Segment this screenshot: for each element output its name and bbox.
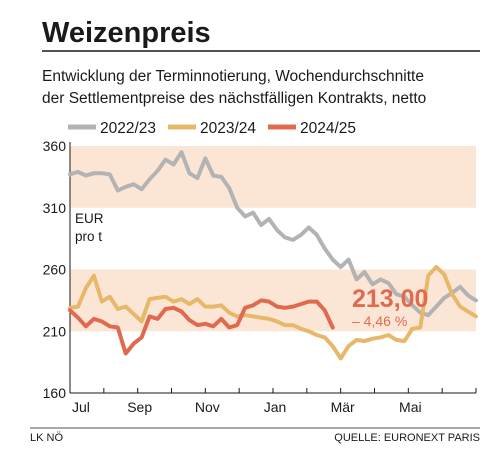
unit-label-line-2: pro t [75, 229, 102, 244]
y-tick-label-360: 360 [43, 138, 67, 154]
tick-labels: 160 210 260 310 360 Jul Sep Nov Jan Mär Mai [43, 138, 422, 415]
latest-change-annotation: – 4,46 % [352, 313, 407, 329]
series-line-2024-25 [68, 298, 335, 356]
legend: 2022/23 2023/24 2024/25 [68, 120, 356, 137]
chart-subtitle-line-1: Entwicklung der Terminnotierung, Wochend… [42, 68, 424, 85]
series-lines [68, 150, 478, 361]
x-tick-label-1: Sep [127, 399, 152, 415]
footer-source-left: LK NÖ [30, 432, 63, 444]
latest-value-annotation: 213,00 [352, 285, 428, 313]
x-tick-label-3: Jan [264, 399, 287, 415]
legend-label-2024-25: 2024/25 [300, 120, 356, 137]
x-tick-label-0: Jul [72, 399, 90, 415]
unit-label-line-1: EUR [75, 211, 104, 226]
y-tick-label-260: 260 [43, 262, 67, 278]
y-tick-label-210: 210 [43, 323, 67, 339]
x-tick-label-5: Mai [399, 399, 422, 415]
y-tick-label-310: 310 [43, 200, 67, 216]
x-tick-label-2: Nov [195, 399, 220, 415]
series-line-2023-24 [68, 265, 478, 361]
footer-source-right: QUELLE: EURONEXT PARIS [334, 432, 480, 444]
legend-label-2022-23: 2022/23 [100, 120, 156, 137]
y-tick-label-160: 160 [43, 385, 67, 401]
series-line-2022-23 [68, 150, 478, 318]
chart-title: Weizenpreis [42, 17, 211, 49]
shaded-band-310-360 [70, 146, 476, 208]
axes [69, 142, 477, 394]
chart-subtitle-line-2: der Settlementpreise des nächstfälligen … [42, 90, 426, 107]
x-tick-label-4: Mär [331, 399, 355, 415]
legend-label-2023-24: 2023/24 [200, 120, 256, 137]
